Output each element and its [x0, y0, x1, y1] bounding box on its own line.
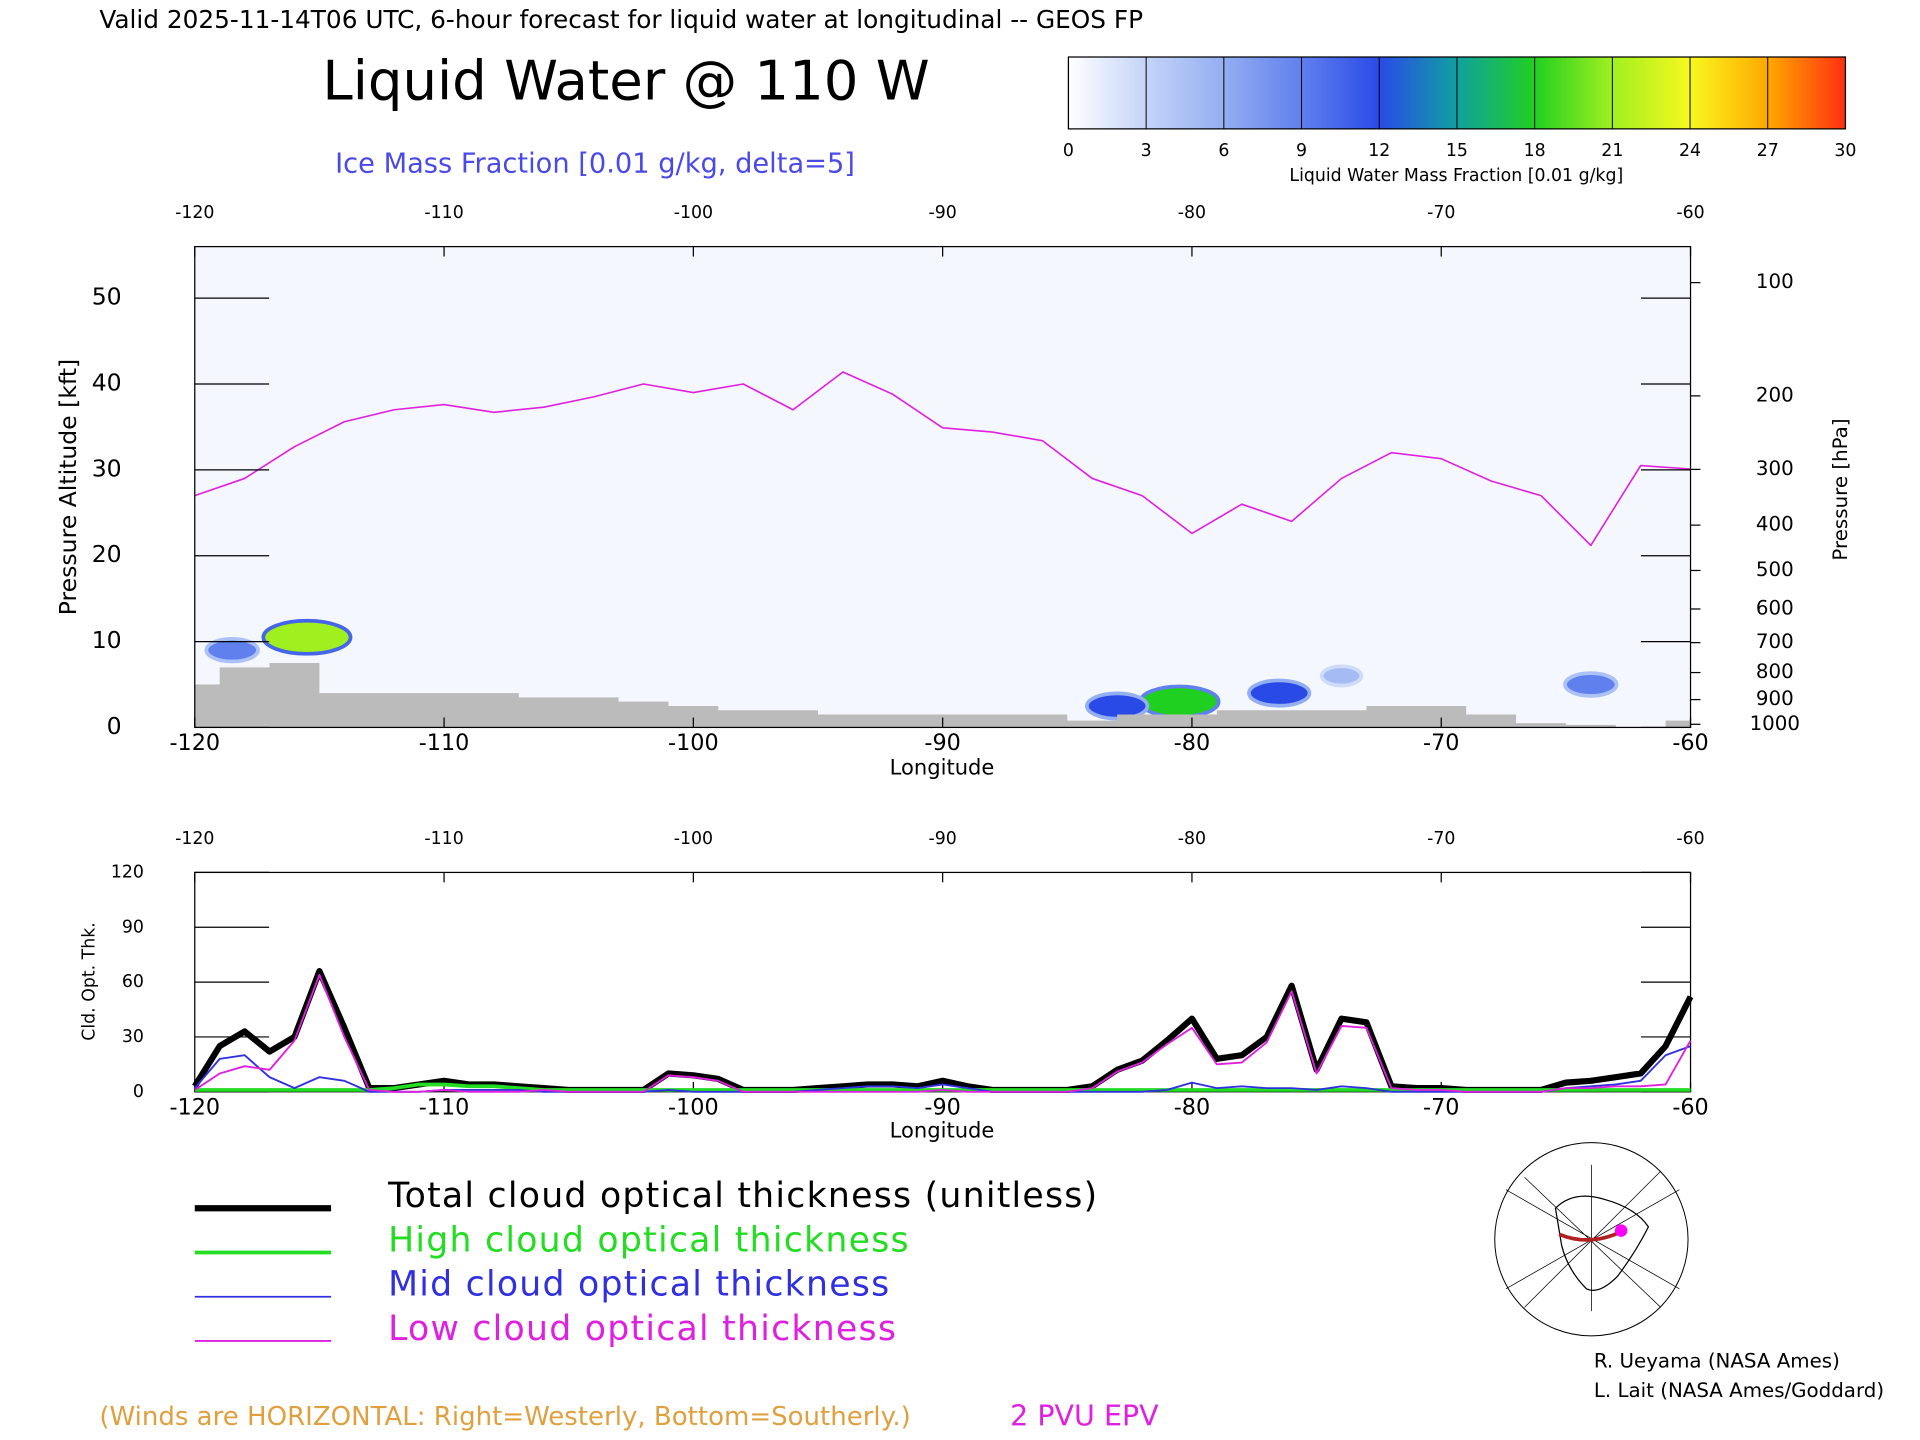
- y-tick-label: 30: [122, 1027, 144, 1047]
- y2-tick-label: 700: [1756, 630, 1794, 653]
- x-tick-label: -70: [1423, 730, 1459, 756]
- x-tick-label-top: -100: [674, 203, 713, 223]
- x-tick-label: -70: [1423, 1094, 1459, 1120]
- y-tick-label: 0: [133, 1082, 144, 1102]
- y2-axis-label: Pressure [hPa]: [1829, 418, 1852, 560]
- legend-label: High cloud optical thickness: [388, 1220, 910, 1260]
- y2-tick-label: 800: [1756, 660, 1794, 683]
- y2-tick-label: 1000: [1750, 712, 1800, 735]
- subtitle: Ice Mass Fraction [0.01 g/kg, delta=5]: [335, 148, 855, 179]
- y-tick-label: 10: [92, 626, 122, 654]
- x-tick-label-top: -80: [1178, 829, 1206, 849]
- x-tick-label: -90: [924, 730, 960, 756]
- series-line: [194, 973, 1692, 1093]
- chart-title: Liquid Water @ 110 W: [322, 48, 929, 112]
- colorbar-tick-label: 9: [1296, 141, 1307, 161]
- liquid-water-cell: [261, 618, 353, 656]
- x-tick-label-top: -90: [928, 829, 956, 849]
- plot-background: [194, 246, 1691, 728]
- colorbar-tick-label: 18: [1524, 141, 1546, 161]
- x-tick-label: -80: [1174, 1094, 1210, 1120]
- y-tick-label: 40: [92, 368, 122, 396]
- x-tick-label: -120: [169, 730, 220, 756]
- x-tick-label-top: -60: [1676, 203, 1704, 223]
- colorbar-tick-label: 3: [1141, 141, 1152, 161]
- y-tick-label: 60: [122, 972, 144, 992]
- y-tick-label: 30: [92, 454, 122, 482]
- x-tick-label: -60: [1672, 1094, 1708, 1120]
- liquid-water-cell: [1319, 664, 1364, 688]
- y-axis-label: Cld. Opt. Thk.: [79, 922, 99, 1041]
- colorbar-tick-label: 15: [1446, 141, 1468, 161]
- y2-tick-label: 400: [1756, 513, 1794, 536]
- x-tick-label-top: -70: [1427, 829, 1455, 849]
- wind-note: (Winds are HORIZONTAL: Right=Westerly, B…: [99, 1402, 910, 1432]
- colorbar-label: Liquid Water Mass Fraction [0.01 g/kg]: [1289, 166, 1623, 186]
- terrain: [194, 663, 1691, 728]
- colorbar-tick-label: 0: [1063, 141, 1074, 161]
- colorbar-tick-label: 24: [1679, 141, 1701, 161]
- x-tick-label-top: -110: [424, 829, 463, 849]
- x-tick-label: -110: [419, 1094, 470, 1120]
- x-tick-label: -100: [668, 730, 719, 756]
- x-tick-label: -90: [924, 1094, 960, 1120]
- plot-frame: [194, 245, 1692, 729]
- colorbar-tick-label: 12: [1368, 141, 1390, 161]
- x-tick-label: -120: [169, 1094, 220, 1120]
- x-tick-label-top: -120: [175, 203, 214, 223]
- y-tick-label: 0: [107, 712, 122, 740]
- y-tick-label: 20: [92, 540, 122, 568]
- x-tick-label: -100: [668, 1094, 719, 1120]
- x-axis-label: Longitude: [890, 1117, 995, 1142]
- y2-tick-label: 200: [1756, 383, 1794, 406]
- locator-map: [1494, 1142, 1689, 1337]
- epv-label: 2 PVU EPV: [1010, 1400, 1159, 1433]
- colorbar-tick-label: 27: [1757, 141, 1779, 161]
- x-tick-label-top: -80: [1178, 203, 1206, 223]
- x-tick-label: -110: [419, 730, 470, 756]
- x-tick-label-top: -110: [424, 203, 463, 223]
- x-tick-label: -60: [1672, 730, 1708, 756]
- y2-tick-label: 300: [1756, 457, 1794, 480]
- liquid-water-cell: [1563, 671, 1619, 698]
- y2-tick-label: 500: [1756, 558, 1794, 581]
- colorbar-tick-label: 30: [1834, 141, 1856, 161]
- y-axis-label: Pressure Altitude [kft]: [54, 359, 82, 615]
- x-tick-label-top: -120: [175, 829, 214, 849]
- legend-label: Low cloud optical thickness: [388, 1309, 897, 1349]
- x-axis-label: Longitude: [890, 754, 995, 779]
- legend-label: Mid cloud optical thickness: [388, 1265, 890, 1305]
- tropopause-line: [194, 371, 1691, 547]
- liquid-water-cell: [1138, 684, 1221, 719]
- x-tick-label-top: -70: [1427, 203, 1455, 223]
- credit: R. Ueyama (NASA Ames): [1594, 1349, 1840, 1372]
- header: Valid 2025-11-14T06 UTC, 6-hour forecast…: [99, 5, 1143, 34]
- credit: L. Lait (NASA Ames/Goddard): [1594, 1379, 1884, 1402]
- y2-tick-label: 600: [1756, 596, 1794, 619]
- legend-label: Total cloud optical thickness (unitless): [387, 1176, 1098, 1216]
- x-tick-label-top: -60: [1676, 829, 1704, 849]
- colorbar-tick-label: 21: [1601, 141, 1623, 161]
- colorbar-tick-label: 6: [1218, 141, 1229, 161]
- y2-tick-label: 100: [1756, 270, 1794, 293]
- y-tick-label: 90: [122, 917, 144, 937]
- x-tick-label-top: -100: [674, 829, 713, 849]
- y-tick-label: 50: [92, 283, 122, 311]
- liquid-water-cell: [204, 636, 260, 664]
- liquid-water-cell: [1247, 678, 1312, 708]
- y-tick-label: 120: [111, 862, 144, 882]
- y2-tick-label: 900: [1756, 687, 1794, 710]
- x-tick-label-top: -90: [928, 203, 956, 223]
- x-tick-label: -80: [1174, 730, 1210, 756]
